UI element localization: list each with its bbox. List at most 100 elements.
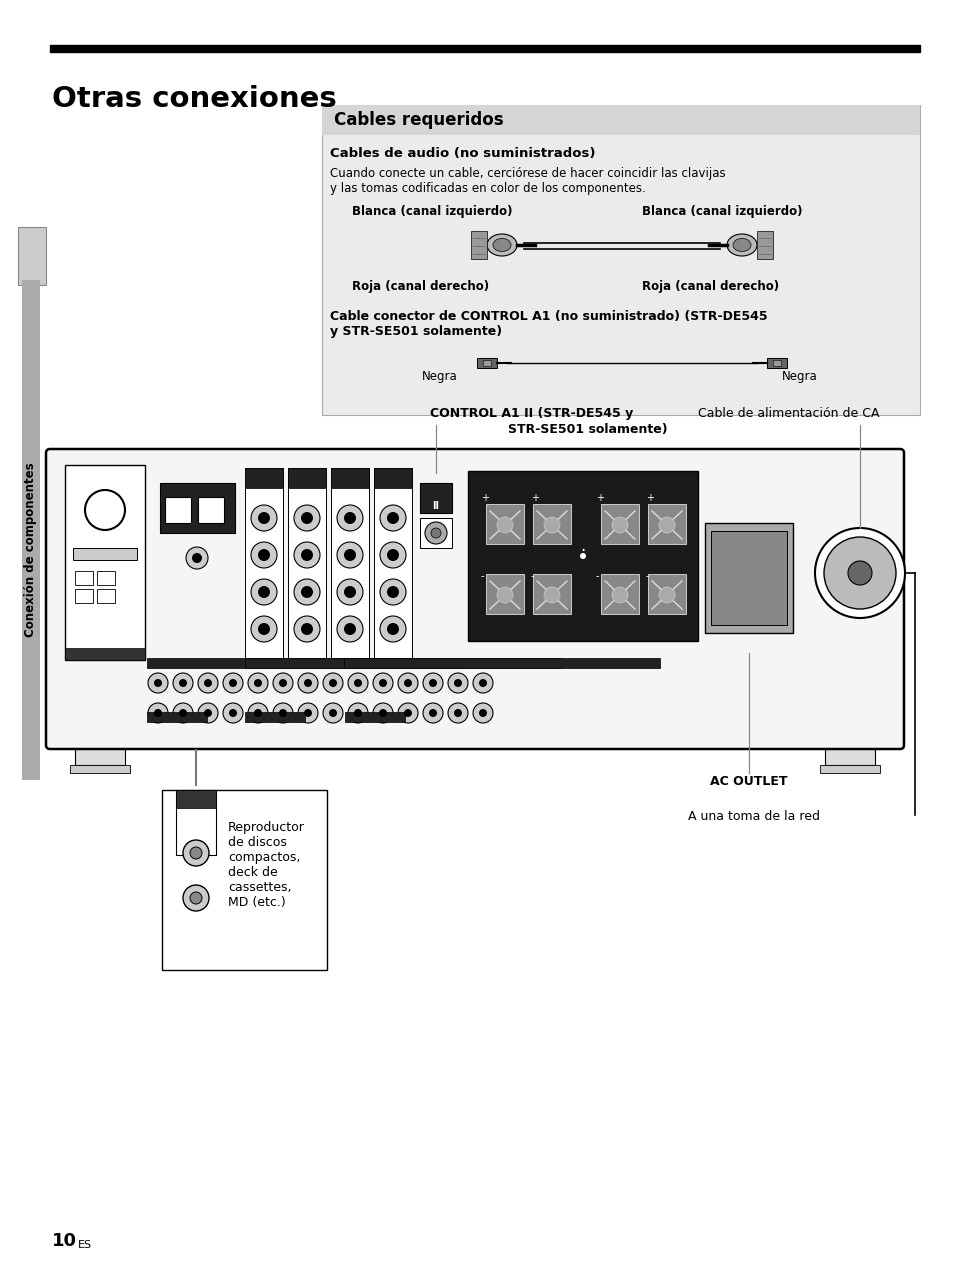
Circle shape [373,703,393,724]
Circle shape [543,587,559,603]
Bar [147,657,462,668]
Circle shape [183,885,209,911]
Circle shape [251,578,276,605]
Circle shape [278,679,287,687]
Circle shape [424,522,447,544]
Bar [245,657,560,668]
Bar [757,231,772,259]
Circle shape [192,553,202,563]
Circle shape [397,703,417,724]
Circle shape [448,703,468,724]
Ellipse shape [493,238,511,251]
Circle shape [348,673,368,693]
Circle shape [278,710,287,717]
Circle shape [379,617,406,642]
Circle shape [301,623,313,634]
Text: 10: 10 [52,1232,77,1250]
Circle shape [253,679,262,687]
Circle shape [397,673,417,693]
Circle shape [301,586,313,598]
Circle shape [354,679,361,687]
Circle shape [248,703,268,724]
Circle shape [329,710,336,717]
Circle shape [379,505,406,531]
Bar [322,104,919,415]
Bar [374,468,412,662]
Bar [175,790,215,808]
Circle shape [190,847,202,859]
Text: Conexión de componentes: Conexión de componentes [25,462,37,637]
Circle shape [294,541,319,568]
Circle shape [297,673,317,693]
Bar [245,468,283,488]
Circle shape [251,505,276,531]
Bar [344,657,659,668]
Bar [647,505,685,544]
Circle shape [301,549,313,561]
Text: STR-SE501 solamente): STR-SE501 solamente) [507,423,667,436]
Circle shape [323,673,343,693]
Circle shape [294,505,319,531]
Text: +: + [596,493,603,503]
Circle shape [297,703,317,724]
Circle shape [229,710,236,717]
Circle shape [497,587,513,603]
Bar [288,468,326,662]
Text: Blanca (canal izquierdo): Blanca (canal izquierdo) [352,205,512,218]
Text: Cuando conecte un cable, cerciórese de hacer coincidir las clavijas
y las tomas : Cuando conecte un cable, cerciórese de h… [330,167,725,195]
Circle shape [294,578,319,605]
Circle shape [323,703,343,724]
Bar [766,358,786,368]
Circle shape [478,710,486,717]
Text: Cables requeridos: Cables requeridos [334,111,503,129]
Bar [75,745,125,764]
Circle shape [223,703,243,724]
Circle shape [348,703,368,724]
Bar [70,764,130,773]
Circle shape [229,679,236,687]
Circle shape [379,541,406,568]
Circle shape [273,703,293,724]
Bar [162,790,327,970]
Text: -: - [596,571,598,581]
Circle shape [579,553,585,559]
Text: ·: · [579,541,585,561]
Circle shape [304,710,312,717]
Circle shape [223,673,243,693]
Bar [97,571,115,585]
Text: Otras conexiones: Otras conexiones [52,85,336,113]
Circle shape [431,527,440,538]
Bar [50,45,919,52]
Circle shape [336,578,363,605]
Text: Roja (canal derecho): Roja (canal derecho) [641,280,779,293]
Circle shape [85,490,125,530]
Text: CONTROL A1 II (STR-DE545 y: CONTROL A1 II (STR-DE545 y [430,406,633,420]
Circle shape [336,541,363,568]
Circle shape [478,679,486,687]
FancyBboxPatch shape [46,448,903,749]
Bar [175,790,215,855]
Circle shape [454,679,461,687]
Circle shape [379,578,406,605]
Circle shape [179,710,187,717]
Circle shape [257,586,270,598]
Bar [147,712,207,722]
Bar [600,505,639,544]
Circle shape [823,538,895,609]
Bar [73,548,137,561]
Circle shape [543,517,559,533]
Circle shape [148,673,168,693]
Bar [471,231,486,259]
Circle shape [344,549,355,561]
Circle shape [659,517,675,533]
Bar [65,648,145,660]
Circle shape [422,703,442,724]
Circle shape [344,586,355,598]
Bar [533,505,571,544]
Ellipse shape [732,238,750,251]
Circle shape [198,673,218,693]
Circle shape [387,623,398,634]
Bar [245,468,283,662]
Text: Blanca (canal izquierdo): Blanca (canal izquierdo) [641,205,801,218]
Bar [345,712,405,722]
